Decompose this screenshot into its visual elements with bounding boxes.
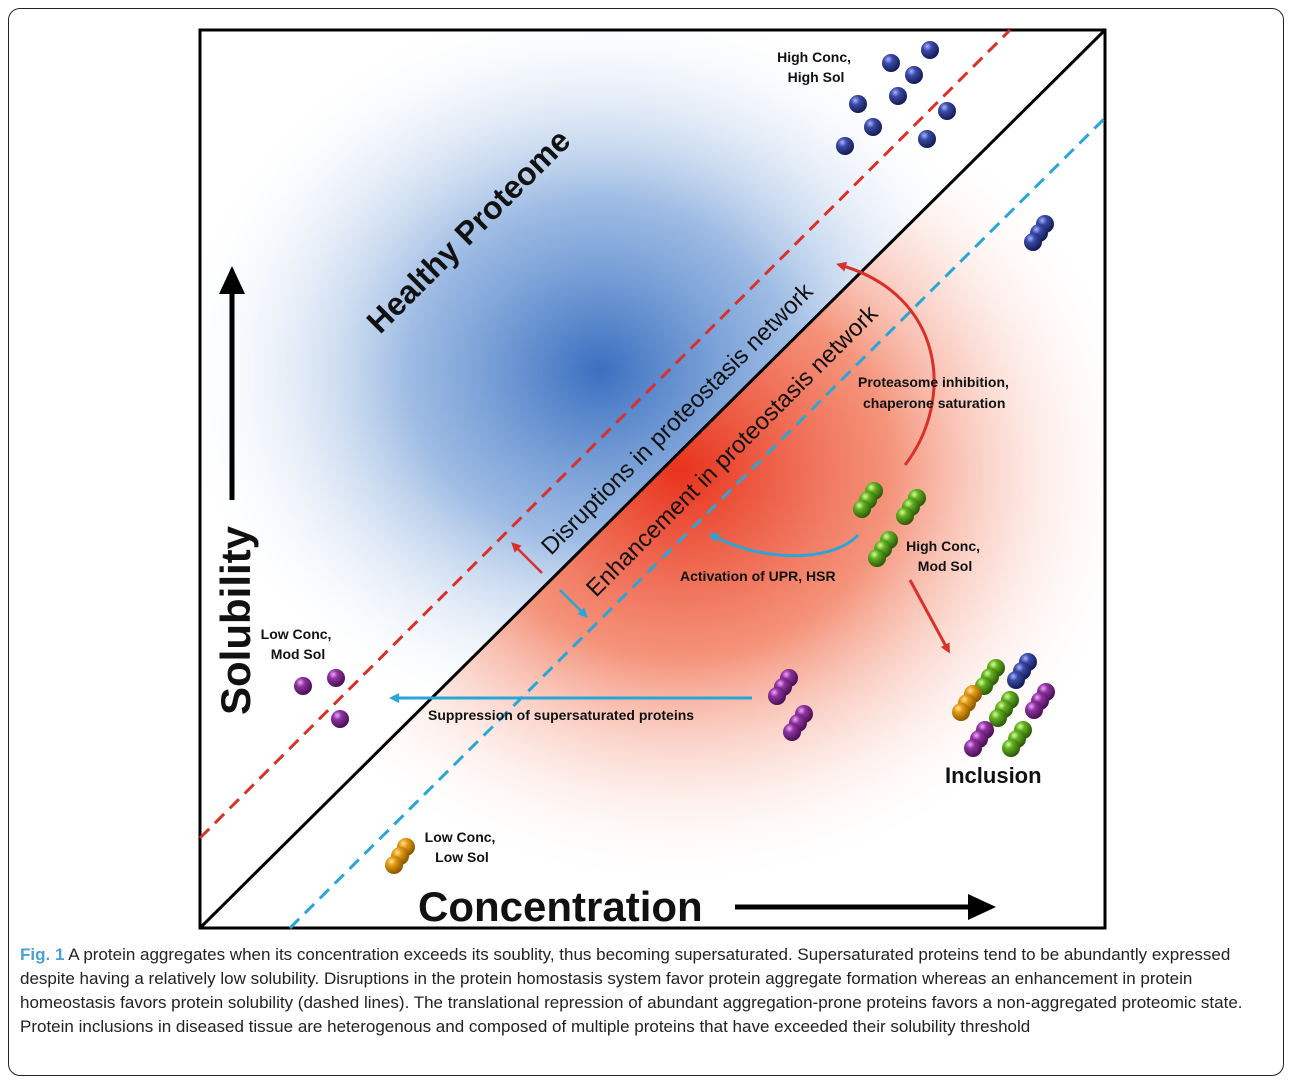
solubility-threshold-line	[198, 28, 1107, 930]
figure-frame	[8, 8, 1284, 1076]
proteasome-label: Proteasome inhibition, chaperone saturat…	[858, 374, 1013, 411]
blue-protein-chain	[1024, 215, 1054, 251]
suppression-label: Suppression of supersaturated proteins	[428, 707, 694, 723]
plot-border	[198, 28, 1107, 930]
inclusion-proteins	[952, 653, 1055, 757]
x-axis-label: Concentration	[418, 883, 703, 930]
inclusion-label: Inclusion	[945, 763, 1042, 788]
caption-text: A protein aggregates when its concentrat…	[20, 945, 1243, 1036]
low-conc-mod-sol-label: Low Conc, Mod Sol	[261, 626, 336, 662]
disruption-shift-arrow	[511, 542, 543, 574]
upr-activation-arrow	[708, 532, 860, 558]
low-conc-low-sol-proteins	[385, 838, 415, 874]
figure-diagram: Solubility Concentration Healthy Proteom…	[198, 28, 1107, 930]
high-conc-mod-sol-label: High Conc, Mod Sol	[906, 538, 984, 574]
supersaturated-purple-proteins	[768, 669, 813, 741]
y-axis-label: Solubility	[212, 525, 259, 715]
low-conc-low-sol-label: Low Conc, Low Sol	[425, 829, 500, 865]
low-conc-mod-sol-proteins	[294, 669, 349, 728]
enhancement-shift-arrow	[559, 589, 588, 618]
disruption-dashed-line	[198, 28, 1012, 840]
high-conc-high-sol-proteins	[836, 41, 956, 155]
upr-label: Activation of UPR, HSR	[680, 568, 836, 584]
figure-caption: Fig. 1 A protein aggregates when its con…	[20, 943, 1270, 1039]
inclusion-formation-arrow	[908, 579, 950, 654]
proteasome-inhibition-arrow	[836, 261, 936, 466]
high-conc-mod-sol-proteins	[853, 482, 926, 567]
enhancement-dashed-line	[288, 116, 1107, 930]
high-conc-high-sol-label: High Conc, High Sol	[777, 49, 855, 85]
caption-label: Fig. 1	[20, 945, 65, 964]
